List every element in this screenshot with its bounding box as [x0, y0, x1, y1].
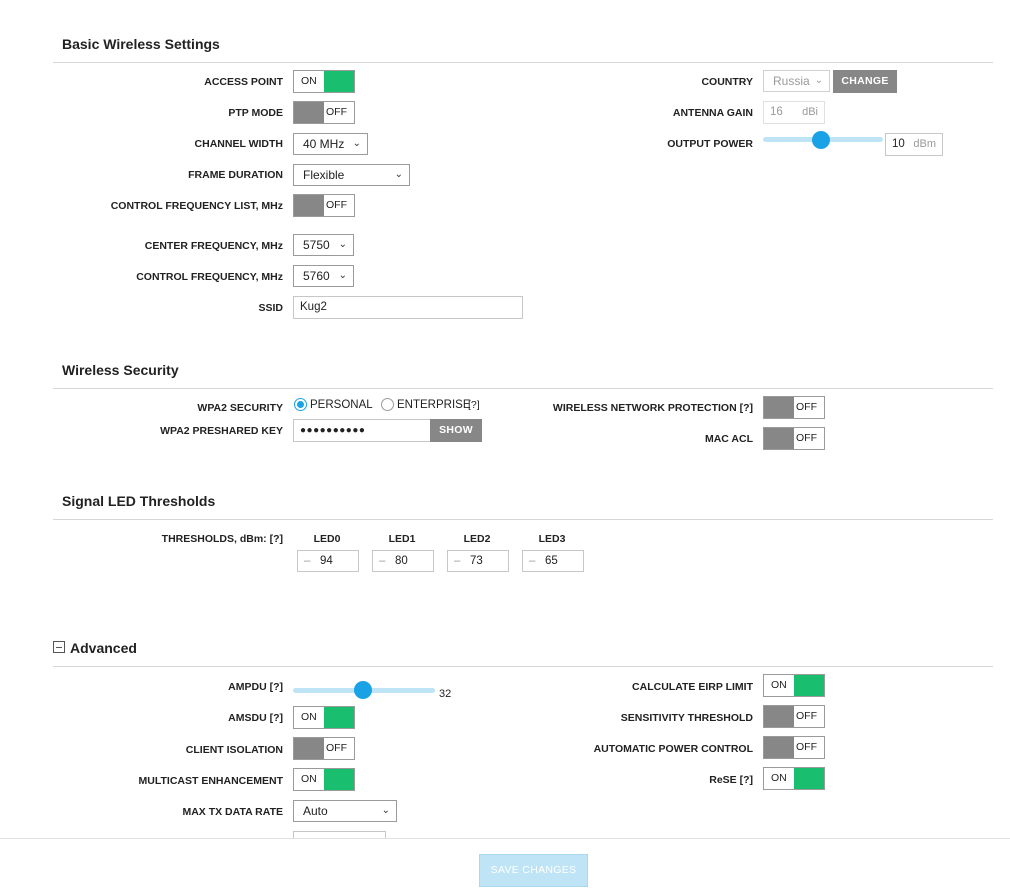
wnp-label: WIRELESS NETWORK PROTECTION [?] [552, 402, 753, 414]
ssid-input[interactable]: Kug2 [293, 296, 523, 319]
ssid-label: SSID [258, 302, 283, 314]
ptp-mode-toggle[interactable]: OFF [293, 101, 355, 124]
center-freq-select[interactable]: 5750 ⌄ [293, 234, 354, 256]
output-power-slider-thumb[interactable] [811, 131, 830, 149]
rese-toggle[interactable]: ON [763, 767, 825, 790]
output-power-label: OUTPUT POWER [667, 138, 753, 150]
led-section-title: Signal LED Thresholds [62, 493, 216, 509]
toggle-state-text: OFF [796, 401, 817, 413]
toggle-state-text: ON [301, 773, 317, 785]
rese-label: ReSE [?] [709, 774, 753, 786]
amsdu-toggle[interactable]: ON [293, 706, 355, 729]
divider [53, 388, 993, 389]
multicast-label: MULTICAST ENHANCEMENT [138, 775, 283, 787]
show-key-button[interactable]: SHOW [430, 419, 482, 442]
divider [53, 519, 993, 520]
mac-acl-toggle[interactable]: OFF [763, 427, 825, 450]
eirp-label: CALCULATE EIRP LIMIT [632, 681, 753, 693]
psk-label: WPA2 PRESHARED KEY [160, 425, 283, 437]
change-country-button[interactable]: CHANGE [833, 70, 897, 93]
led0-label: LED0 [313, 533, 341, 545]
access-point-label: ACCESS POINT [204, 76, 283, 88]
led0-input[interactable]: –94 [297, 550, 359, 572]
led1-input[interactable]: –80 [372, 550, 434, 572]
toggle-state-text: OFF [796, 432, 817, 444]
led3-input[interactable]: –65 [522, 550, 584, 572]
multicast-toggle[interactable]: ON [293, 768, 355, 791]
toggle-state-text: OFF [796, 741, 817, 753]
ampdu-value: 32 [439, 688, 452, 700]
toggle-state-text: OFF [326, 106, 347, 118]
chevron-down-icon: ⌄ [338, 270, 347, 281]
toggle-state-text: OFF [326, 199, 347, 211]
country-select[interactable]: Russia ⌄ [763, 70, 830, 92]
country-label: COUNTRY [701, 76, 753, 88]
toggle-state-text: ON [771, 772, 787, 784]
frame-duration-label: FRAME DURATION [188, 169, 283, 181]
toggle-state-text: OFF [326, 742, 347, 754]
chevron-down-icon: ⌄ [394, 169, 403, 180]
basic-section-title: Basic Wireless Settings [62, 36, 220, 52]
amsdu-label: AMSDU [?] [228, 712, 283, 724]
client-isolation-label: CLIENT ISOLATION [185, 744, 283, 756]
ampdu-slider-thumb[interactable] [353, 681, 372, 699]
control-freq-list-toggle[interactable]: OFF [293, 194, 355, 217]
wpa2-security-label: WPA2 SECURITY [197, 402, 283, 414]
collapse-icon[interactable] [53, 641, 65, 653]
antenna-gain-input[interactable]: 16 dBi [763, 101, 825, 124]
ampdu-label: AMPDU [?] [228, 681, 283, 693]
control-freq-list-label: CONTROL FREQUENCY LIST, MHz [110, 200, 283, 212]
personal-radio[interactable] [294, 398, 307, 411]
thresholds-label: THRESHOLDS, dBm: [?] [161, 533, 283, 545]
toggle-state-text: OFF [796, 710, 817, 722]
eirp-toggle[interactable]: ON [763, 674, 825, 697]
max-tx-label: MAX TX DATA RATE [182, 806, 283, 818]
led1-label: LED1 [388, 533, 416, 545]
output-power-input[interactable]: 10 dBm [885, 133, 943, 156]
frame-duration-select[interactable]: Flexible ⌄ [293, 164, 410, 186]
apc-label: AUTOMATIC POWER CONTROL [593, 743, 753, 755]
divider [53, 62, 993, 63]
sensitivity-toggle[interactable]: OFF [763, 705, 825, 728]
ptp-mode-label: PTP MODE [228, 107, 283, 119]
next-field-partial[interactable] [293, 831, 386, 841]
control-freq-label: CONTROL FREQUENCY, MHz [136, 271, 283, 283]
wpa2-help-link[interactable]: [?] [468, 399, 480, 411]
chevron-down-icon: ⌄ [814, 75, 823, 86]
personal-radio-label: PERSONAL [310, 399, 373, 411]
led2-input[interactable]: –73 [447, 550, 509, 572]
toggle-state-text: ON [301, 75, 317, 87]
access-point-toggle[interactable]: ON [293, 70, 355, 93]
sensitivity-label: SENSITIVITY THRESHOLD [620, 712, 753, 724]
channel-width-select[interactable]: 40 MHz ⌄ [293, 133, 368, 155]
center-freq-label: CENTER FREQUENCY, MHz [144, 240, 283, 252]
security-section-title: Wireless Security [62, 362, 179, 378]
led2-label: LED2 [463, 533, 491, 545]
mac-acl-label: MAC ACL [704, 433, 753, 445]
control-freq-select[interactable]: 5760 ⌄ [293, 265, 354, 287]
chevron-down-icon: ⌄ [338, 239, 347, 250]
toggle-state-text: ON [771, 679, 787, 691]
toggle-state-text: ON [301, 711, 317, 723]
chevron-down-icon: ⌄ [352, 138, 361, 149]
enterprise-radio-label: ENTERPRISE [397, 399, 471, 411]
max-tx-select[interactable]: Auto ⌄ [293, 800, 397, 822]
advanced-section-title[interactable]: Advanced [70, 640, 137, 656]
chevron-down-icon: ⌄ [381, 805, 390, 816]
client-isolation-toggle[interactable]: OFF [293, 737, 355, 760]
divider [53, 666, 993, 667]
led3-label: LED3 [538, 533, 566, 545]
footer-bar: SAVE CHANGES [0, 838, 1010, 891]
psk-input[interactable]: ●●●●●●●●●● [293, 419, 431, 442]
channel-width-label: CHANNEL WIDTH [194, 138, 283, 150]
save-changes-button[interactable]: SAVE CHANGES [479, 854, 588, 887]
enterprise-radio[interactable] [381, 398, 394, 411]
apc-toggle[interactable]: OFF [763, 736, 825, 759]
wnp-toggle[interactable]: OFF [763, 396, 825, 419]
antenna-gain-label: ANTENNA GAIN [672, 107, 753, 119]
